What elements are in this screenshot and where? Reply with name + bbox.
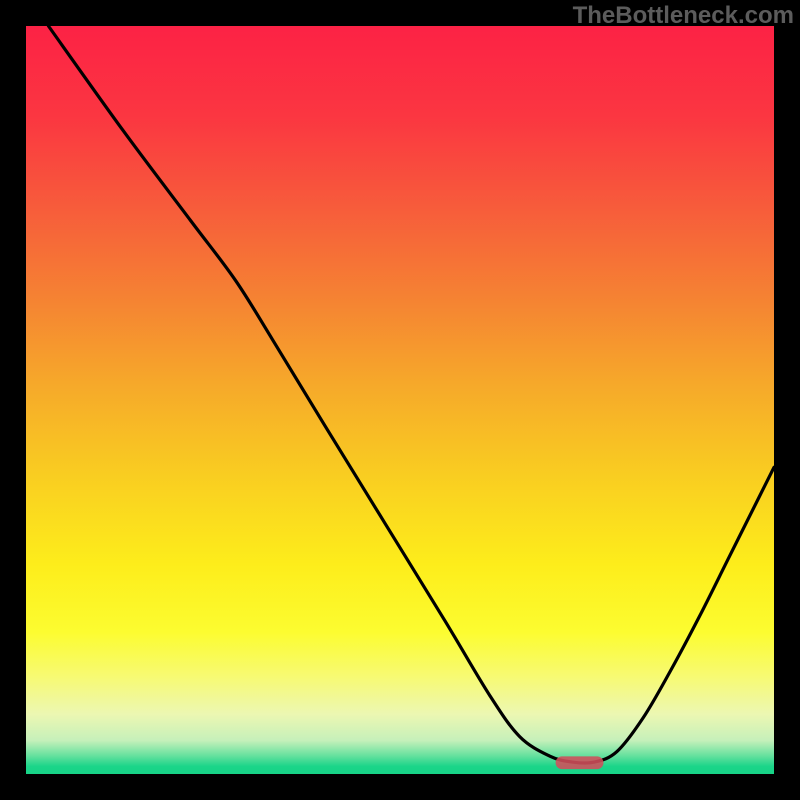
watermark-text: TheBottleneck.com <box>573 2 794 30</box>
frame-border-bottom <box>0 774 800 800</box>
optimum-marker <box>556 756 604 769</box>
plot-background <box>26 26 774 774</box>
frame-border-left <box>0 0 26 800</box>
bottleneck-chart: TheBottleneck.com <box>0 0 800 800</box>
frame-border-right <box>774 0 800 800</box>
chart-svg <box>0 0 800 800</box>
